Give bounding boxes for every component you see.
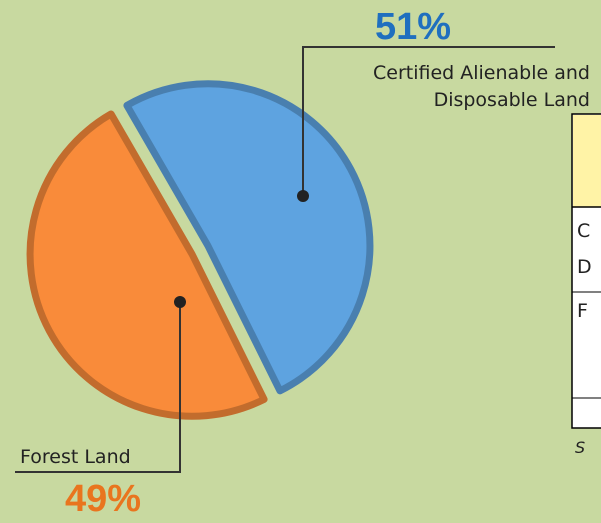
slice-label: Certified Alienable and Disposable Land [373, 62, 590, 111]
pie-slice [123, 80, 374, 395]
leader-line [15, 302, 181, 473]
table-cell: F [577, 300, 588, 322]
percent-label: 51% [375, 6, 452, 48]
table-header [573, 115, 601, 207]
slice-label: Forest Land [20, 446, 131, 468]
table-cell: C [577, 220, 591, 242]
pie [26, 80, 374, 420]
leader-line [302, 46, 555, 196]
pie-slice [26, 110, 268, 420]
leader-dot [297, 190, 309, 202]
percent-label: 49% [65, 478, 142, 520]
leader-dot [174, 296, 186, 308]
table-cell: D [577, 256, 592, 278]
table-note: S [575, 438, 586, 457]
